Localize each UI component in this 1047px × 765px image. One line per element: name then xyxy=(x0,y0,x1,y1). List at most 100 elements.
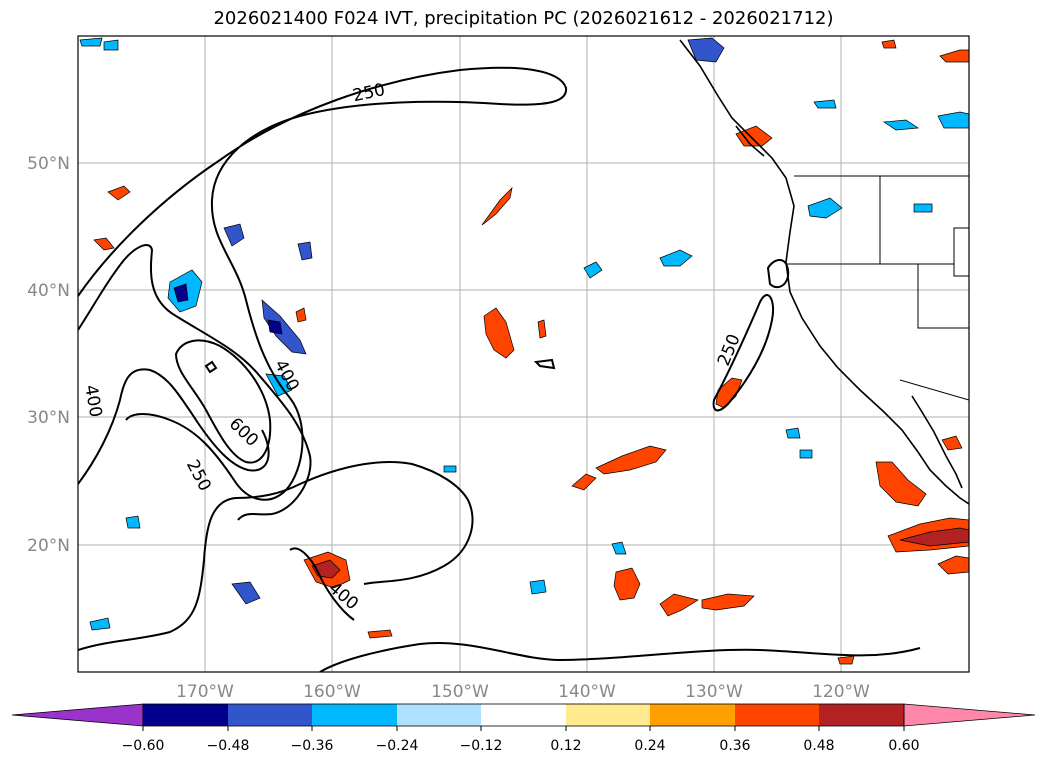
precip-blob xyxy=(537,319,547,339)
lon-axis: 170°W 160°W 150°W 140°W 130°W 120°W xyxy=(176,682,870,702)
precip-blob xyxy=(813,99,837,109)
contour-250-outer xyxy=(78,66,568,501)
contour-250-south xyxy=(78,461,474,651)
colorbar-label: −0.12 xyxy=(460,738,503,754)
precip-blob xyxy=(261,299,307,355)
lat-tick-label: 20°N xyxy=(27,536,70,556)
colorbar-segment xyxy=(397,704,481,726)
precip-blob xyxy=(899,527,969,547)
contour-label: 250 xyxy=(182,457,215,495)
border-us-mexico xyxy=(899,379,969,401)
colorbar-label: −0.24 xyxy=(376,738,419,754)
contour-600 xyxy=(174,339,272,464)
contour-250-east xyxy=(712,294,774,412)
border-state-4 xyxy=(953,227,969,277)
precip-blob xyxy=(103,39,119,51)
colorbar-label: −0.48 xyxy=(207,738,250,754)
precip-blob xyxy=(937,555,969,575)
precip-blob xyxy=(297,241,313,261)
colorbar: −0.60 −0.48 −0.36 −0.24 −0.12 0.12 0.24 … xyxy=(11,703,1036,754)
precip-blob xyxy=(939,49,969,63)
colorbar-label: −0.60 xyxy=(122,738,165,754)
colorbar-segment xyxy=(819,704,904,726)
contour-label: 250 xyxy=(714,331,745,369)
colorbar-extend-high xyxy=(903,703,1036,727)
precip-blob xyxy=(223,223,245,247)
precip-blob xyxy=(785,427,801,439)
contour-400-left xyxy=(78,368,270,485)
precip-blob xyxy=(875,461,927,507)
lon-tick-label: 130°W xyxy=(685,682,743,702)
precip-blob xyxy=(715,377,743,409)
gridlines xyxy=(78,36,969,672)
precip-blob xyxy=(595,445,667,475)
precip-blob xyxy=(125,515,141,529)
colorbar-label: 0.24 xyxy=(634,738,665,754)
precip-blobs xyxy=(79,37,969,665)
precip-blob xyxy=(583,261,603,279)
lat-tick-label: 30°N xyxy=(27,408,70,428)
precip-blob xyxy=(913,203,933,213)
colorbar-segment xyxy=(481,704,566,726)
precip-blob xyxy=(295,307,307,323)
precip-blob xyxy=(107,185,131,201)
precip-blob xyxy=(735,125,773,147)
colorbar-extend-low xyxy=(11,703,144,727)
colorbar-ticks xyxy=(142,726,905,731)
precip-blob xyxy=(941,435,963,451)
lon-tick-label: 150°W xyxy=(431,682,489,702)
colorbar-frame xyxy=(142,703,905,727)
contour-label: 250 xyxy=(351,80,387,106)
precip-blob xyxy=(799,449,813,459)
precip-blob xyxy=(687,37,725,63)
coastline-baja xyxy=(911,395,963,489)
precip-blob xyxy=(231,581,261,605)
ivt-contours xyxy=(78,66,921,672)
contour-250-bottom xyxy=(319,642,921,672)
contour-600-small xyxy=(204,360,218,374)
lon-tick-label: 140°W xyxy=(558,682,616,702)
precip-blob xyxy=(267,319,283,335)
colorbar-label: −0.36 xyxy=(291,738,334,754)
colorbar-segment xyxy=(312,704,397,726)
coastline-islands xyxy=(735,125,765,157)
lon-tick-label: 160°W xyxy=(303,682,361,702)
precip-blob xyxy=(173,283,189,303)
colorbar-label: 0.48 xyxy=(803,738,834,754)
lon-tick-label: 120°W xyxy=(812,682,870,702)
colorbar-label: 0.12 xyxy=(550,738,581,754)
precip-blob xyxy=(483,307,515,359)
lat-tick-label: 40°N xyxy=(27,281,70,301)
colorbar-label: 0.36 xyxy=(719,738,750,754)
precip-blob xyxy=(443,465,457,473)
map-frame xyxy=(77,35,970,673)
precip-blob xyxy=(79,37,103,47)
precip-blob xyxy=(89,617,111,631)
contour-400-south xyxy=(289,547,355,621)
borders xyxy=(786,175,969,401)
contour-250-inner-left xyxy=(78,244,312,521)
map-area xyxy=(78,36,969,672)
contour-label: 600 xyxy=(225,414,262,451)
chart-title: 2026021400 F024 IVT, precipitation PC (2… xyxy=(213,8,834,29)
colorbar-segment xyxy=(566,704,650,726)
coastlines xyxy=(679,39,969,505)
precip-blob xyxy=(837,655,855,665)
precip-blob xyxy=(881,39,897,49)
coastline-west-coast xyxy=(679,39,969,505)
colorbar-label: 0.60 xyxy=(888,738,919,754)
precip-blob xyxy=(613,567,641,601)
precip-blob xyxy=(367,629,393,639)
precip-blob xyxy=(807,197,843,219)
lon-tick-label: 170°W xyxy=(176,682,234,702)
colorbar-segment xyxy=(650,704,735,726)
lat-tick-label: 50°N xyxy=(27,154,70,174)
precip-blob xyxy=(937,111,969,129)
precip-blob xyxy=(529,579,547,595)
colorbar-segment xyxy=(143,704,228,726)
precip-blob xyxy=(93,237,115,251)
colorbar-segment xyxy=(228,704,312,726)
colorbar-segment xyxy=(735,704,819,726)
contour-250-east-small xyxy=(766,259,790,289)
